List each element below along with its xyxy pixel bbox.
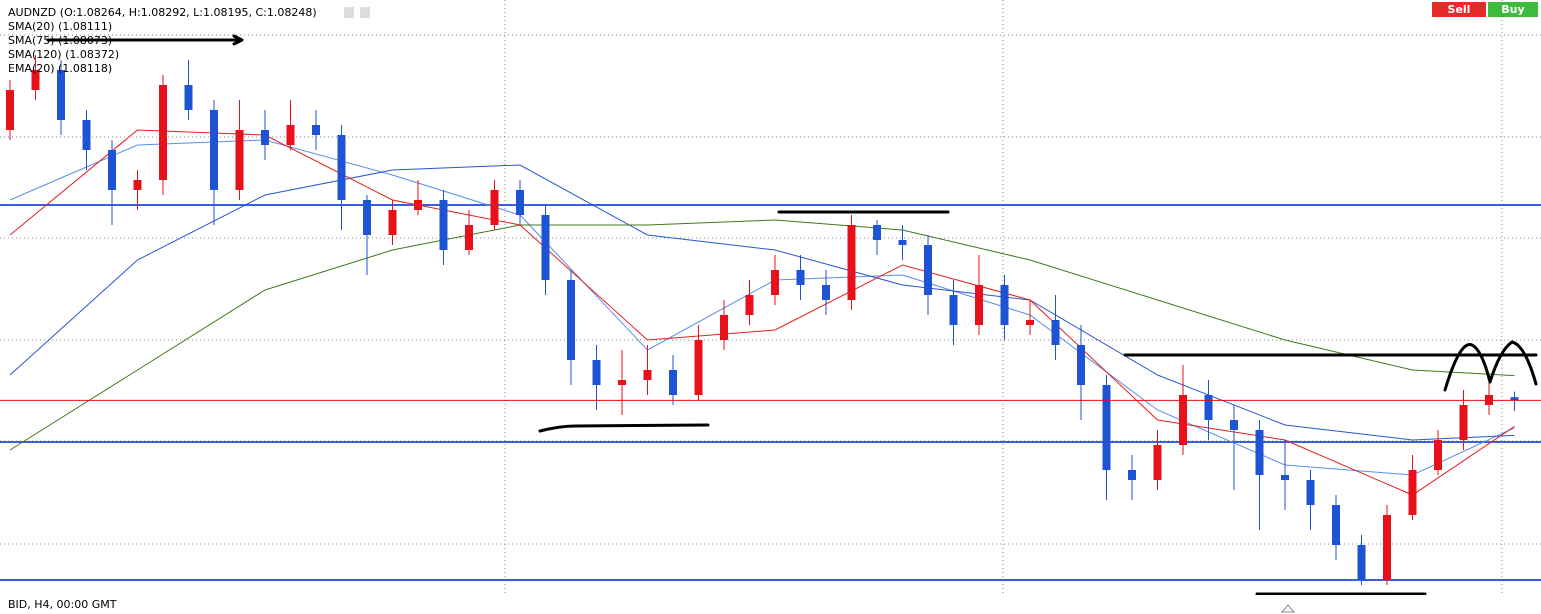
candle-body — [745, 295, 754, 315]
icon — [360, 7, 370, 18]
candle-body — [465, 225, 473, 250]
candle-body — [796, 270, 805, 285]
candle-body — [822, 285, 830, 300]
candle-body — [1051, 320, 1060, 345]
candle-body — [1153, 445, 1162, 480]
candle-body — [1357, 545, 1366, 580]
candle-body — [898, 240, 907, 245]
candle-body — [31, 70, 40, 90]
footer: BID, H4, 00:00 GMT — [8, 598, 117, 611]
marker-triangle — [1280, 604, 1296, 613]
candle-body — [1510, 397, 1519, 401]
legend: AUDNZD (O:1.08264, H:1.08292, L:1.08195,… — [8, 6, 370, 75]
candle-body — [57, 70, 65, 120]
candle-body — [439, 200, 448, 250]
candle-body — [592, 360, 601, 385]
candle-body — [949, 295, 958, 325]
candle-body — [1459, 405, 1468, 440]
candle-body — [1408, 470, 1417, 515]
candle-body — [388, 210, 397, 235]
candle-body — [516, 190, 524, 215]
candle-body — [643, 370, 652, 380]
chart-title: AUDNZD (O:1.08264, H:1.08292, L:1.08195,… — [8, 6, 317, 19]
moving-average — [9, 139, 1515, 476]
candle-body — [414, 200, 422, 210]
buy-button-bg[interactable] — [1488, 2, 1538, 17]
candle-body — [975, 285, 983, 325]
drawn-m-pattern — [1443, 340, 1538, 392]
candle-body — [1306, 480, 1315, 505]
moving-average — [9, 164, 1515, 441]
candle-body — [82, 120, 91, 150]
candle-body — [159, 85, 167, 180]
candle-body — [847, 225, 856, 300]
drawn-line — [538, 423, 710, 433]
buy-label[interactable]: Buy — [1501, 3, 1524, 16]
candle-body — [1179, 395, 1187, 445]
candle-body — [1204, 395, 1213, 420]
candle-body — [261, 130, 269, 145]
candle-body — [210, 110, 218, 190]
drawn-line — [46, 34, 244, 46]
sell-label[interactable]: Sell — [1448, 3, 1471, 16]
sell-button[interactable]: Sell — [1432, 2, 1486, 17]
buy-button[interactable]: Buy — [1488, 2, 1538, 17]
candle-body — [133, 180, 142, 190]
candle-body — [669, 370, 677, 395]
candle-body — [541, 215, 550, 280]
candle-body — [720, 315, 728, 340]
candle-body — [286, 125, 295, 145]
candle-body — [1383, 515, 1391, 580]
icon — [344, 7, 354, 18]
candle-body — [1128, 470, 1136, 480]
candle-body — [490, 190, 499, 225]
plot-area — [0, 55, 1541, 585]
candle-body — [1026, 320, 1034, 325]
candle-body — [108, 150, 116, 190]
grid — [0, 0, 1541, 595]
annotations — [46, 34, 1538, 596]
candle-body — [184, 85, 193, 110]
moving-average — [9, 219, 1515, 451]
candle-body — [1000, 285, 1009, 325]
candle-body — [1077, 345, 1085, 385]
candle-body — [694, 340, 703, 395]
footer-bar — [0, 595, 1541, 614]
candle-body — [337, 135, 346, 200]
legend-entry: SMA(20) (1.08111) — [8, 20, 112, 33]
candle-body — [1434, 440, 1442, 470]
candle-body — [6, 90, 14, 130]
candle-body — [1332, 505, 1340, 545]
legend-entry: SMA(120) (1.08372) — [8, 48, 119, 61]
candle-body — [567, 280, 575, 360]
candle-body — [312, 125, 320, 135]
candle-body — [1230, 420, 1238, 430]
candle-body — [873, 225, 881, 240]
legend-entry: SMA(75) (1.08073) — [8, 34, 112, 47]
candle-body — [1255, 430, 1264, 475]
candle-body — [771, 270, 779, 295]
candle-body — [618, 380, 626, 385]
candle-body — [363, 200, 371, 235]
candle-body — [235, 130, 244, 190]
candle-body — [924, 245, 932, 295]
candle-body — [1102, 385, 1111, 470]
sell-button-bg[interactable] — [1432, 2, 1486, 17]
candle-body — [1281, 475, 1289, 480]
legend-entry: EMA(20) (1.08118) — [8, 62, 112, 75]
